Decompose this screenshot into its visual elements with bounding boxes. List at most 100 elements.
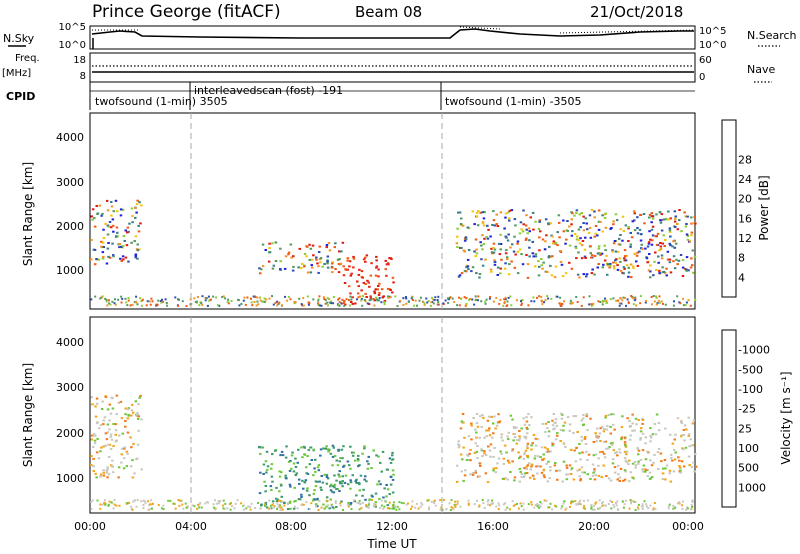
velocity-cell [306,487,309,490]
power-cell [274,260,278,262]
power-cell [105,300,108,303]
velocity-cell [319,454,322,457]
power-cell [104,297,107,300]
velocity-cell [559,440,562,442]
velocity-cell [143,500,146,503]
velocity-cell [178,499,181,502]
velocity-cell [91,434,94,437]
power-cell [508,219,511,222]
power-cell [531,211,535,214]
power-cell [108,299,110,302]
power-cell [94,295,97,298]
velocity-cell [692,461,695,464]
power-cell [610,227,613,229]
power-cell [516,240,520,243]
power-cell [124,229,127,232]
power-cell [541,267,544,270]
power-cell [110,226,113,229]
power-cell [226,300,229,303]
power-cell [490,270,493,273]
power-cell [650,215,654,218]
power-cell [562,230,566,233]
velocity-cell [278,475,282,478]
power-cell [665,274,668,277]
velocity-cell [129,436,132,439]
power-cell [405,296,407,298]
velocity-cell [524,435,528,438]
velocity-cell [506,438,510,441]
power-cell [377,268,380,271]
velocity-cell [476,475,480,478]
power-cell [533,300,536,303]
power-cell [489,268,493,271]
velocity-cell [339,482,342,485]
velocity-cell [316,497,319,500]
power-cell [323,298,326,300]
velocity-cell [518,467,522,470]
power-cell [655,213,658,216]
velocity-cell [321,481,325,484]
power-cell [126,226,130,229]
velocity-cell [104,396,108,398]
velocity-cell [335,479,338,482]
power-cell [106,304,109,307]
velocity-cell [488,434,492,437]
power-cell [596,234,599,237]
velocity-cell [90,464,93,467]
power-cell [119,214,123,217]
velocity-cell [200,506,203,509]
power-cell [676,295,679,298]
power-cell [475,215,479,218]
velocity-cell [631,429,634,432]
velocity-cell [351,474,354,477]
velocity-cell [354,459,357,462]
velocity-cell [484,454,488,457]
velocity-cell [91,403,94,406]
power-cell [310,264,313,267]
velocity-cell [333,455,337,457]
power-cell [614,250,618,253]
velocity-cell [620,426,624,429]
power-cell [592,302,595,305]
power-cell [311,258,314,261]
power-cell [212,295,215,298]
power-cell [135,211,138,214]
velocity-cell [503,444,507,447]
velocity-cell [641,422,644,425]
power-cell [161,298,163,301]
velocity-cell [392,504,395,506]
velocity-cell [356,501,359,504]
x-ticks: 00:00 04:00 08:00 12:00 16:00 20:00 00:0… [74,520,704,533]
power-cell [493,261,497,263]
power-cell [574,247,578,249]
power-cell [321,265,324,268]
power-cell [545,234,548,237]
power-cell [504,296,507,299]
velocity-colorbar-tick-2: 100 [738,442,759,455]
power-cell [230,300,233,302]
power-cell [484,302,487,305]
velocity-cell [342,445,345,448]
velocity-cell [504,508,507,511]
velocity-cell [409,507,412,510]
power-cell [489,296,492,298]
power-cell [308,302,311,305]
power-cell [659,242,662,244]
velocity-cell [511,500,514,503]
velocity-cell [530,503,533,506]
velocity-cell [629,425,632,428]
power-cell [550,297,553,300]
velocity-cell [332,507,335,510]
velocity-cell [402,502,405,505]
velocity-cell [508,508,511,511]
velocity-cell [104,444,107,447]
velocity-cell [497,502,500,505]
velocity-cell [593,508,596,511]
power-cell [367,303,371,305]
velocity-cell [98,427,101,430]
power-cell [101,295,104,298]
power-cell [135,203,139,206]
power-cell [571,230,574,233]
velocity-cell [536,455,540,458]
power-cell [302,304,305,307]
